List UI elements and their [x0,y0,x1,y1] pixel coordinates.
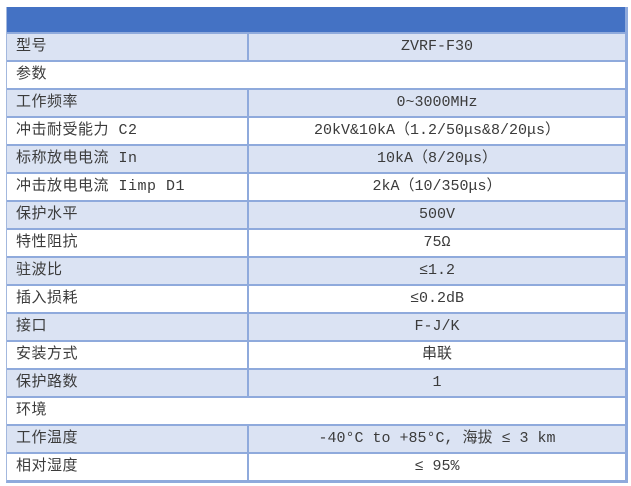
row-label: 接口 [7,314,249,340]
row-label: 工作频率 [7,90,249,116]
row-value: F-J/K [414,318,460,335]
row-value: 10kA（8/20μs） [376,150,497,167]
row-label: 保护水平 [7,202,249,228]
table-row: 型号 ZVRF-F30 [7,32,625,60]
row-label: 冲击放电电流 Iimp D1 [7,174,249,200]
table-row: 工作温度 -40°C to +85°C, 海拔 ≤ 3 km [7,424,625,452]
table-row: 保护路数 1 [7,368,625,396]
table-row: 冲击耐受能力 C2 20kV&10kA（1.2/50μs&8/20μs） [7,116,625,144]
row-label: 型号 [7,34,249,60]
table-section-row: 参数 [7,60,625,88]
table-row: 插入损耗 ≤0.2dB [7,284,625,312]
row-value: -40°C to +85°C, 海拔 ≤ 3 km [318,430,556,447]
table-rows: 型号 ZVRF-F30 参数 工作频率 0~3000MHz 冲击耐受能力 C2 … [7,32,625,480]
row-label: 特性阻抗 [7,230,249,256]
section-label: 环境 [16,402,48,419]
row-value: 2kA（10/350μs） [372,178,502,195]
row-value: 串联 [421,346,452,363]
row-label: 保护路数 [7,370,249,396]
row-value: ≤1.2 [418,262,455,279]
row-value: ZVRF-F30 [400,38,473,55]
row-label: 相对湿度 [7,454,249,480]
table-row: 冲击放电电流 Iimp D1 2kA（10/350μs） [7,172,625,200]
table-section-row: 环境 [7,396,625,424]
table-title-bar [7,7,625,32]
table-row: 接口 F-J/K [7,312,625,340]
row-label: 插入损耗 [7,286,249,312]
table-row: 相对湿度 ≤ 95% [7,452,625,480]
row-label: 工作温度 [7,426,249,452]
row-value: 20kV&10kA（1.2/50μs&8/20μs） [313,122,561,139]
row-value: 0~3000MHz [396,94,478,111]
table-row: 安装方式 串联 [7,340,625,368]
row-label: 标称放电电流 In [7,146,249,172]
row-label: 安装方式 [7,342,249,368]
spec-table: 型号 ZVRF-F30 参数 工作频率 0~3000MHz 冲击耐受能力 C2 … [6,7,628,483]
row-value: 75Ω [423,234,451,251]
section-label: 参数 [16,66,48,83]
table-row: 标称放电电流 In 10kA（8/20μs） [7,144,625,172]
row-value: ≤ 95% [414,458,460,475]
row-value: ≤0.2dB [409,290,464,307]
row-value: 1 [432,374,442,391]
row-label: 冲击耐受能力 C2 [7,118,249,144]
table-row: 特性阻抗 75Ω [7,228,625,256]
table-row: 驻波比 ≤1.2 [7,256,625,284]
table-row: 工作频率 0~3000MHz [7,88,625,116]
row-label: 驻波比 [7,258,249,284]
table-row: 保护水平 500V [7,200,625,228]
row-value: 500V [418,206,455,223]
